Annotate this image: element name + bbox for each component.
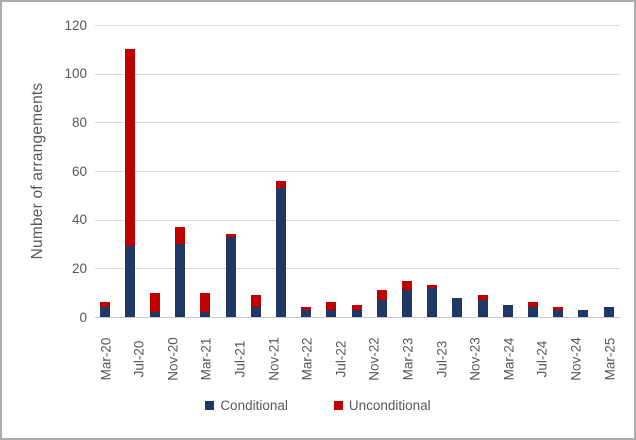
bar-segment-conditional — [124, 246, 135, 317]
bar-segment-unconditional — [149, 292, 160, 313]
bar-segment-unconditional — [351, 304, 362, 310]
x-tick-label: Nov-24 — [568, 337, 584, 381]
gridline — [95, 25, 620, 26]
y-tick-label: 0 — [79, 309, 87, 325]
x-tick-label: Nov-23 — [467, 337, 483, 381]
x-tick-label: Mar-24 — [501, 337, 517, 381]
bar-segment-unconditional — [275, 180, 286, 189]
x-tick-label: Mar-23 — [400, 337, 416, 381]
bar-segment-unconditional — [250, 295, 261, 308]
x-axis-line — [95, 317, 620, 318]
bar-segment-conditional — [477, 299, 488, 317]
bar-dec-24 — [578, 309, 589, 317]
bar-sep-22 — [351, 304, 362, 317]
bar-dec-20 — [175, 226, 186, 317]
bar-dec-22 — [376, 290, 387, 317]
bar-mar-24 — [502, 304, 513, 317]
bar-segment-conditional — [427, 287, 438, 317]
bar-segment-conditional — [603, 307, 614, 317]
y-tick-label: 120 — [64, 17, 87, 33]
gridline — [95, 268, 620, 270]
x-tick-label: Mar-25 — [602, 337, 617, 381]
bar-jun-20 — [124, 49, 135, 317]
x-tick-label: Mar-20 — [98, 337, 113, 381]
bar-jun-24 — [527, 302, 538, 317]
unconditional-swatch-icon — [333, 401, 343, 410]
bar-segment-unconditional — [427, 285, 438, 288]
x-tick-label: Jul-23 — [434, 340, 449, 378]
bar-segment-conditional — [326, 309, 337, 317]
bar-segment-unconditional — [527, 302, 538, 308]
y-tick-label: 100 — [64, 66, 87, 82]
x-tick-label: Jul-20 — [131, 340, 147, 378]
bar-segment-unconditional — [200, 292, 211, 313]
bar-segment-conditional — [553, 309, 564, 317]
gridline — [95, 73, 620, 75]
bar-mar-23 — [401, 280, 412, 318]
legend-label-conditional: Conditional — [220, 398, 288, 413]
bar-segment-conditional — [301, 309, 312, 317]
y-tick-label: 80 — [71, 114, 87, 130]
bar-segment-conditional — [275, 188, 286, 317]
bar-segment-unconditional — [376, 290, 387, 300]
x-tick-label: Nov-21 — [266, 337, 281, 381]
bar-sep-20 — [149, 292, 160, 317]
bar-segment-unconditional — [326, 302, 337, 310]
bar-mar-22 — [301, 307, 312, 317]
bar-sep-24 — [553, 307, 564, 317]
bar-segment-conditional — [401, 290, 412, 317]
x-tick-label: Jul-22 — [333, 340, 349, 378]
bar-dec-23 — [477, 295, 488, 317]
legend-item-conditional: Conditional — [205, 398, 288, 413]
bar-segment-unconditional — [99, 302, 110, 308]
bar-segment-unconditional — [401, 280, 412, 291]
bar-segment-conditional — [502, 304, 513, 317]
bar-mar-25 — [603, 307, 614, 317]
bar-segment-unconditional — [175, 226, 186, 244]
y-tick-label: 40 — [71, 212, 87, 228]
y-tick-label: 60 — [71, 163, 87, 179]
y-axis-title: Number of arrangements — [29, 82, 46, 260]
bar-segment-conditional — [452, 297, 463, 317]
bar-mar-21 — [200, 292, 211, 317]
bar-segment-conditional — [175, 243, 186, 317]
bar-segment-conditional — [578, 309, 589, 317]
bar-sep-21 — [250, 295, 261, 317]
bar-jun-22 — [326, 302, 337, 317]
bar-segment-unconditional — [301, 307, 312, 310]
bar-segment-conditional — [225, 236, 236, 317]
x-tick-label: Jul-24 — [534, 340, 550, 378]
bar-segment-conditional — [200, 312, 211, 317]
gridline — [95, 171, 620, 172]
bar-jun-21 — [225, 234, 236, 317]
bar-segment-unconditional — [477, 295, 488, 300]
bar-segment-unconditional — [553, 307, 564, 310]
y-tick-label: 20 — [71, 260, 87, 276]
legend: Conditional Unconditional — [2, 398, 634, 413]
bar-segment-unconditional — [225, 234, 236, 237]
x-tick-label: Jul-21 — [232, 340, 248, 378]
x-tick-label: Mar-21 — [198, 337, 214, 381]
bar-mar-20 — [99, 302, 110, 317]
bar-segment-conditional — [376, 299, 387, 317]
gridline — [95, 219, 620, 221]
x-tick-label: Mar-22 — [299, 337, 315, 381]
bar-dec-21 — [275, 180, 286, 317]
legend-label-unconditional: Unconditional — [348, 398, 431, 413]
gridline — [95, 122, 620, 124]
bar-jun-23 — [427, 285, 438, 317]
conditional-swatch-icon — [205, 401, 215, 410]
bar-segment-unconditional — [124, 49, 135, 247]
bar-segment-conditional — [527, 307, 538, 317]
bar-segment-conditional — [99, 307, 110, 317]
bar-segment-conditional — [149, 312, 160, 317]
bar-sep-23 — [452, 297, 463, 317]
x-tick-label: Nov-20 — [165, 337, 181, 381]
x-tick-label: Nov-22 — [366, 337, 382, 381]
bar-segment-conditional — [351, 309, 362, 317]
bar-segment-conditional — [250, 307, 261, 317]
legend-item-unconditional: Unconditional — [333, 398, 431, 413]
